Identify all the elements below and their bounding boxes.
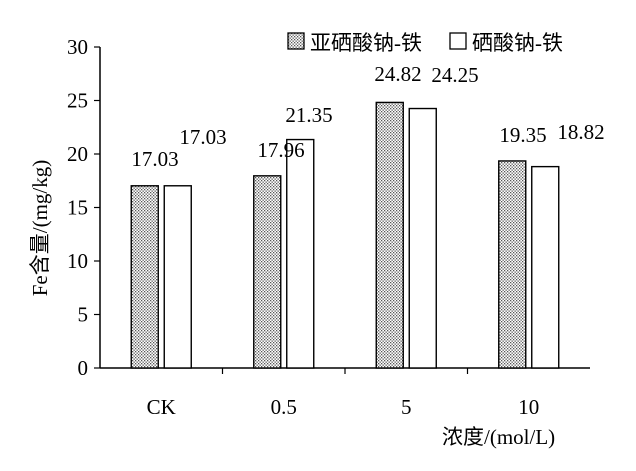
legend-swatch	[287, 32, 305, 50]
data-label: 17.03	[131, 147, 178, 171]
y-tick-label: 25	[67, 89, 88, 113]
legend-label: 亚硒酸钠-铁	[310, 31, 422, 55]
bar-selenite	[375, 101, 404, 369]
bar-selenate	[408, 107, 437, 369]
y-axis-ticks: 0 5 10 15 20 25 30	[67, 35, 100, 380]
data-label: 19.35	[499, 123, 546, 147]
x-tick-label: 10	[518, 395, 539, 419]
bar-series	[130, 101, 560, 369]
data-label: 24.25	[431, 63, 478, 87]
data-label: 17.96	[257, 138, 304, 162]
bar-selenate	[163, 185, 192, 369]
y-tick-label: 30	[67, 35, 88, 59]
bar-selenite	[498, 160, 527, 369]
data-label: 17.03	[179, 125, 226, 149]
data-label: 18.82	[557, 120, 604, 144]
x-axis-label: 浓度/(mol/L)	[442, 425, 555, 449]
y-tick-label: 10	[67, 249, 88, 273]
bar-selenate	[531, 165, 560, 369]
x-tick-label: 0.5	[271, 395, 297, 419]
legend-swatch	[449, 32, 467, 50]
bar-selenite	[253, 175, 282, 369]
bar-selenite	[130, 185, 159, 369]
x-tick-label: CK	[147, 395, 176, 419]
y-tick-label: 15	[67, 196, 88, 220]
x-axis-ticks: CK 0.5 5 10	[147, 368, 539, 419]
y-tick-label: 0	[78, 356, 89, 380]
legend: 亚硒酸钠-铁 硒酸钠-铁	[287, 31, 563, 55]
bar-selenate	[286, 138, 315, 369]
y-axis-label: Fe含量/(mg/kg)	[28, 160, 52, 297]
y-tick-label: 5	[78, 303, 89, 327]
data-label: 21.35	[285, 103, 332, 127]
data-label: 24.82	[374, 62, 421, 86]
x-tick-label: 5	[401, 395, 412, 419]
legend-label: 硒酸钠-铁	[472, 31, 563, 55]
y-tick-label: 20	[67, 142, 88, 166]
